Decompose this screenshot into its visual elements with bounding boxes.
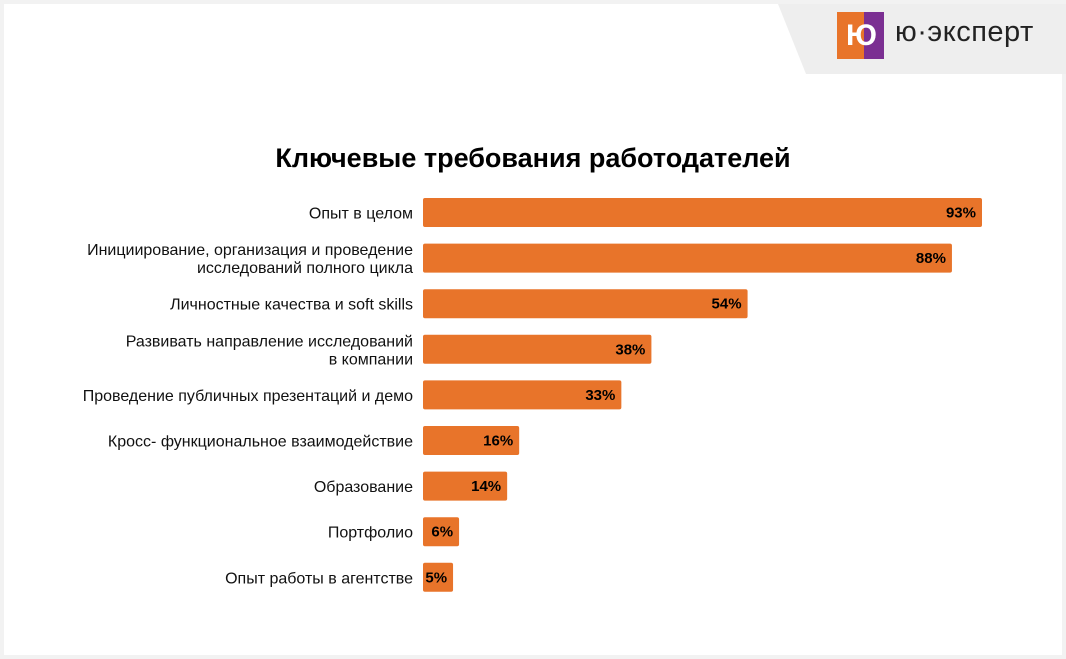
- value-label-6: 16%: [483, 433, 513, 450]
- category-label-3: Личностные качества и soft skills: [170, 297, 413, 314]
- brand-logo-icon: Ю: [837, 12, 884, 59]
- value-label-9: 5%: [425, 569, 447, 586]
- value-label-8: 6%: [431, 524, 453, 541]
- value-label-5: 33%: [585, 387, 615, 404]
- category-label-6: Кросс- функциональное взаимодействие: [108, 434, 413, 451]
- brand-name: ю·эксперт: [895, 16, 1034, 48]
- category-label-7: Образование: [314, 479, 413, 496]
- category-label-9: Опыт работы в агентстве: [225, 570, 413, 587]
- bar-7: [423, 471, 508, 501]
- bar-1: [423, 198, 982, 227]
- category-label-4-line-1: Развивать направление исследований: [126, 333, 413, 350]
- category-label-4-line-2: в компании: [329, 351, 413, 368]
- category-label-2-line-2: исследований полного цикла: [197, 260, 413, 277]
- bar-2: [423, 243, 952, 273]
- chart-title: Ключевые требования работодателей: [0, 143, 1066, 174]
- category-label-8: Портфолио: [328, 525, 413, 542]
- bar-5: [423, 380, 622, 410]
- category-label-2-line-1: Инициирование, организация и проведение: [87, 242, 413, 259]
- category-label-5: Проведение публичных презентаций и демо: [83, 388, 413, 405]
- category-label-1: Опыт в целом: [309, 206, 413, 223]
- bar-4: [423, 334, 652, 364]
- value-label-3: 54%: [712, 296, 742, 313]
- value-label-1: 93%: [946, 205, 976, 222]
- brand-logo-glyph: Ю: [846, 19, 877, 52]
- value-label-4: 38%: [615, 341, 645, 358]
- bar-6: [423, 426, 520, 455]
- bar-3: [423, 289, 748, 319]
- bar-8: [423, 517, 460, 547]
- value-label-2: 88%: [916, 250, 946, 267]
- chart-title-text: Ключевые требования работодателей: [275, 143, 791, 173]
- bar-9: [423, 562, 454, 592]
- value-label-7: 14%: [471, 478, 501, 495]
- chart-card: [4, 4, 1062, 655]
